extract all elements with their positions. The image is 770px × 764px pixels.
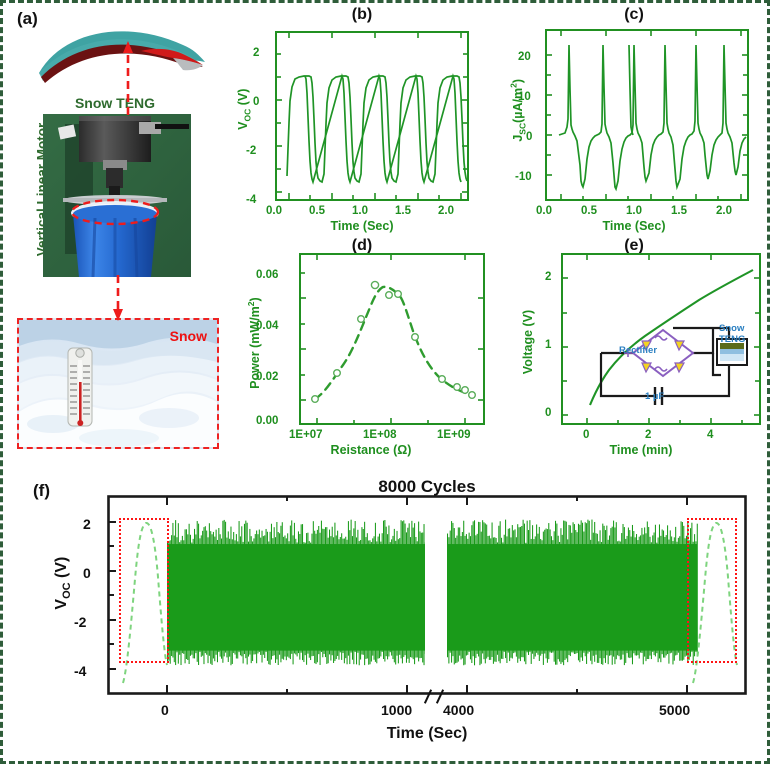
panel-f-plot-area [107,495,747,695]
panel-d-ytick-0: 0.06 [256,269,279,281]
panel-b-xtick-3: 1.5 [395,205,411,217]
panel-b-ytick-1: 0 [253,96,260,108]
panel-e-xlabel: Time (min) [609,443,673,457]
panel-c-ytick-0: 20 [518,51,531,63]
panel-b-xtick-2: 1.0 [352,205,368,217]
panel-c-ytick-3: -10 [515,171,532,183]
snow-photo-graphic [19,320,217,447]
panel-c-ytick-2: 0 [526,131,533,143]
panel-b-xtick-4: 2.0 [438,205,454,217]
panel-f-ytick-0: 2 [83,516,91,532]
panel-f: (f) 8000 Cycles VOC (V) 2 0 -2 -4 [9,473,765,759]
panel-e-letter: (e) [624,237,644,254]
panel-e-xtick-1: 2 [645,429,652,441]
panel-c-xtick-1: 0.5 [581,205,597,217]
capacitor-label: 1 µF [645,391,665,402]
panel-f-ylabel: VOC (V) [52,556,74,610]
panel-c-letter: (c) [624,6,644,23]
snow-teng-schematic [39,31,205,83]
panel-a-letter: (a) [17,9,38,28]
panel-f-xtick-0: 0 [161,702,169,718]
panel-f-ytick-2: -2 [74,614,87,630]
panel-b-ytick-2: -2 [246,145,257,157]
panel-d-ylabel: Power (mW/m2) [245,297,263,389]
panel-d-ytick-3: 0.00 [256,415,279,427]
panel-f-right-zoom-trace [692,522,738,684]
panel-c-xtick-2: 1.0 [626,205,642,217]
panel-d-xtick-2: 1E+09 [437,429,471,441]
panel-d-xtick-0: 1E+07 [289,429,323,441]
rectifier-circuit-inset [599,326,748,405]
panel-b-xlabel: Time (Sec) [330,219,394,233]
panel-b-plot-area [275,31,469,201]
panel-f-ytick-1: 0 [83,565,91,581]
panel-f-zoom-box-left [119,518,169,663]
panel-f-left-zoom-trace [122,522,168,684]
panel-f-letter: (f) [33,481,50,500]
rectifier-label: Rectifier [619,345,658,356]
snow-label: Snow [169,328,207,344]
panel-d-xlabel: Reistance (Ω) [330,443,412,457]
panel-c-xtick-4: 2.0 [716,205,732,217]
panel-b: (b) VOC (V) 2 0 -2 -4 [231,6,493,235]
panel-c-xtick-0: 0.0 [536,205,552,217]
panel-b-ylabel: VOC (V) [235,88,253,130]
panel-f-zoom-box-right [687,518,737,663]
vertical-linear-motor-photo [43,114,191,277]
arrow-up-icon-1 [123,41,133,115]
panel-e: (e) Voltage (V) 2 1 0 [501,235,767,463]
panel-e-xtick-2: 4 [707,429,714,441]
panel-d-ytick-2: 0.02 [256,371,279,383]
panel-f-xtick-3: 5000 [659,702,691,718]
panel-f-xtick-2: 4000 [443,702,475,718]
panel-d-plot-area [299,253,485,425]
panel-c: (c) JSC(µA/m2) 20 10 0 -10 [501,6,767,235]
panel-e-ytick-1: 1 [545,339,552,351]
panel-c-plot-area [545,29,749,201]
panel-d-ytick-1: 0.04 [256,320,279,332]
panel-b-xtick-0: 0.0 [266,205,282,217]
panel-d-xtick-1: 1E+08 [363,429,397,441]
panel-d-letter: (d) [351,237,373,254]
panel-d: (d) Power (mW/m2) 0.06 0.04 0.02 0.00 [231,235,493,463]
panel-e-ytick-0: 2 [545,271,552,283]
panel-c-xlabel: Time (Sec) [602,219,666,233]
panel-f-ytick-3: -4 [74,663,87,679]
panel-e-xtick-0: 0 [583,429,590,441]
panel-c-xtick-3: 1.5 [671,205,687,217]
panel-c-ylabel: JSC(µA/m2) [508,79,528,142]
snow-photo: Snow [17,318,219,449]
panel-b-letter: (b) [351,6,373,23]
snow-teng-label: Snow TENG [74,95,156,111]
panel-a: (a) Snow TENG Vertical Linear Motor [9,7,227,459]
panel-b-ytick-0: 2 [253,47,260,59]
panel-f-xtick-1: 1000 [381,702,413,718]
inset-snow-teng-label: Snow TENG [719,323,746,345]
panel-e-ylabel: Voltage (V) [521,309,535,375]
arrow-down-icon-2 [113,275,123,321]
panel-c-ytick-1: 10 [518,91,531,103]
panel-f-xlabel: Time (Sec) [386,725,468,742]
panel-b-xtick-1: 0.5 [309,205,325,217]
panel-e-ytick-2: 0 [545,407,552,419]
panel-e-plot-area [561,253,761,425]
panel-b-ytick-3: -4 [246,194,257,206]
panel-f-title: 8000 Cycles [378,477,476,496]
